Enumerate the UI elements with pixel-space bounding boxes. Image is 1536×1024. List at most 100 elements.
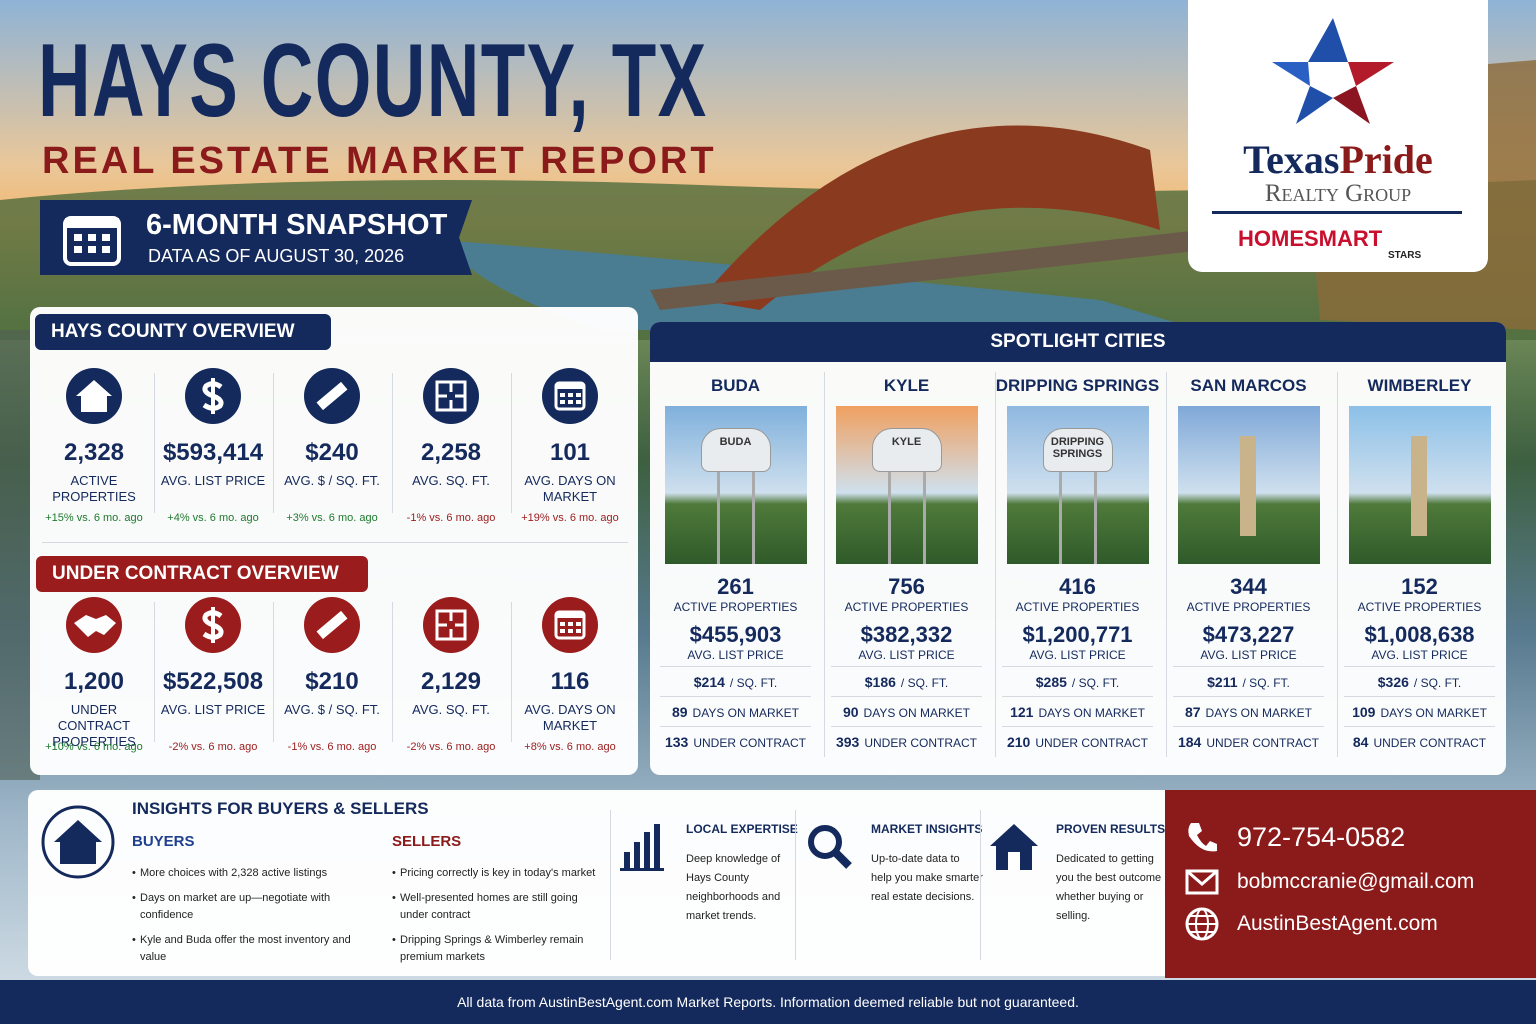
city-name: DRIPPING SPRINGS <box>995 376 1160 395</box>
snapshot-date: DATA AS OF AUGUST 30, 2026 <box>148 246 405 266</box>
dom-label: DAYS ON MARKET <box>1205 706 1313 720</box>
spotlight-panel: SPOTLIGHT CITIES BUDA BUDA 261 ACTIVE PROPE… <box>650 322 1506 775</box>
stat-change: +8% vs. 6 mo. ago <box>524 741 616 753</box>
sqft-row: $211 / SQ. FT. <box>1173 666 1324 696</box>
bullet: Well-presented homes are still going und… <box>392 890 607 924</box>
city-uc: 393 <box>835 734 860 750</box>
stat-value: 116 <box>550 668 590 695</box>
dom-row: 87 DAYS ON MARKET <box>1173 696 1324 726</box>
stat-icon <box>66 368 122 424</box>
city-divider <box>995 372 996 757</box>
stat-label: UNDER CONTRACT PROPERTIES <box>52 702 136 749</box>
star-logo <box>1272 18 1394 124</box>
tower <box>716 466 755 564</box>
tower <box>1058 466 1097 564</box>
stat-icon <box>185 597 241 653</box>
logo-rule <box>1212 211 1462 214</box>
city-active: 756 <box>888 574 925 599</box>
stat-change: -2% vs. 6 mo. ago <box>168 741 258 753</box>
city-active: 416 <box>1059 574 1096 599</box>
stat-icon <box>542 597 598 653</box>
stat: 2,328 ACTIVE PROPERTIES +15% vs. 6 mo. ago <box>35 368 153 524</box>
city-dom: 89 <box>671 704 688 720</box>
partner: HOMESMART <box>1238 226 1383 251</box>
city-divider <box>824 372 825 757</box>
feature-divider <box>610 810 611 960</box>
uc-label: UNDER CONTRACT <box>1035 736 1149 750</box>
feature-icon <box>620 824 664 871</box>
landmark <box>1239 436 1256 536</box>
city-active-label: ACTIVE PROPERTIES <box>1357 600 1482 614</box>
feature-text: Dedicated to getting you the best outcom… <box>1056 853 1162 922</box>
insights-title: INSIGHTS FOR BUYERS & SELLERS <box>132 799 429 818</box>
stat-label: AVG. SQ. FT. <box>412 473 490 488</box>
tower-label: BUDA <box>719 436 752 448</box>
uc-row: 393 UNDER CONTRACT <box>831 726 982 756</box>
city-name: BUDA <box>710 376 761 395</box>
stat-icon <box>423 368 479 424</box>
stat-value: 1,200 <box>63 668 125 695</box>
buyers-title: BUYERS <box>132 833 195 850</box>
stat-icon <box>304 597 360 653</box>
stat-label: AVG. LIST PRICE <box>160 702 266 717</box>
stat-value: 2,328 <box>63 439 125 466</box>
city: DRIPPING SPRINGS DRIPPING SPRINGS 416 ACTIV… <box>992 362 1163 756</box>
feature: MARKET INSIGHTS Up-to-date data to help y… <box>805 822 990 907</box>
city-name: SAN MARCOS <box>1190 376 1307 395</box>
overview-title: HAYS COUNTY OVERVIEW <box>35 314 331 350</box>
sellers-title: SELLERS <box>392 833 462 850</box>
feature-divider <box>980 810 981 960</box>
stat-label: AVG. DAYS ON MARKET <box>524 702 616 733</box>
tower-label: KYLE <box>891 436 922 448</box>
city-price-label: AVG. LIST PRICE <box>687 648 784 662</box>
stat-value: $522,508 <box>162 668 264 695</box>
stat-change: +15% vs. 6 mo. ago <box>45 512 143 524</box>
stat-value: $593,414 <box>162 439 264 466</box>
feature-divider <box>795 810 796 960</box>
stat-change: +10% vs. 6 mo. ago <box>45 741 143 753</box>
sqft-unit: / SQ. FT. <box>1242 676 1290 690</box>
stat-label: AVG. SQ. FT. <box>412 702 490 717</box>
website: AustinBestAgent.com <box>1237 912 1438 935</box>
under-contract-title: UNDER CONTRACT OVERVIEW <box>36 556 368 592</box>
brand-group: Realty Group <box>1264 180 1412 207</box>
tower-tank <box>871 428 942 472</box>
uc-label: UNDER CONTRACT <box>864 736 978 750</box>
stat-value: 2,258 <box>420 439 482 466</box>
stat-icon <box>542 368 598 424</box>
stat-divider <box>154 373 155 513</box>
stat-divider <box>392 373 393 513</box>
brand: TexasPride <box>1198 136 1478 183</box>
dom-label: DAYS ON MARKET <box>863 706 971 720</box>
stat-divider <box>273 373 274 513</box>
city-sqft: $211 <box>1207 674 1238 690</box>
dom-row: 89 DAYS ON MARKET <box>660 696 811 726</box>
city-divider <box>1166 372 1167 757</box>
city-price-label: AVG. LIST PRICE <box>1029 648 1126 662</box>
dom-row: 90 DAYS ON MARKET <box>831 696 982 726</box>
sqft-row: $186 / SQ. FT. <box>831 666 982 696</box>
city-sqft: $186 <box>864 674 896 690</box>
bullet: Dripping Springs & Wimberley remain prem… <box>392 932 607 966</box>
stat-label: AVG. DAYS ON MARKET <box>524 473 616 504</box>
stat-change: -2% vs. 6 mo. ago <box>406 741 496 753</box>
stat-icon <box>66 597 122 653</box>
city-photo: DRIPPING SPRINGS <box>1006 406 1149 564</box>
phone-row: 972-754-0582 <box>1185 820 1405 854</box>
stat-change: +4% vs. 6 mo. ago <box>167 512 259 524</box>
stat: 116 AVG. DAYS ON MARKET +8% vs. 6 mo. ago <box>511 597 629 753</box>
sqft-row: $285 / SQ. FT. <box>1002 666 1153 696</box>
brand-b: Pride <box>1339 137 1433 182</box>
sqft-row: $214 / SQ. FT. <box>660 666 811 696</box>
snapshot-title: 6-MONTH SNAPSHOT <box>146 209 448 241</box>
city-price-label: AVG. LIST PRICE <box>858 648 955 662</box>
stat: $522,508 AVG. LIST PRICE -2% vs. 6 mo. ago <box>154 597 272 753</box>
sqft-unit: / SQ. FT. <box>1413 676 1462 690</box>
city-dom: 121 <box>1010 704 1034 720</box>
dom-label: DAYS ON MARKET <box>692 706 800 720</box>
stat-divider <box>511 373 512 513</box>
brand-a: Texas <box>1243 137 1340 182</box>
city-photo <box>1177 406 1320 564</box>
city-name: KYLE <box>883 376 930 395</box>
city-uc: 184 <box>1177 734 1202 750</box>
